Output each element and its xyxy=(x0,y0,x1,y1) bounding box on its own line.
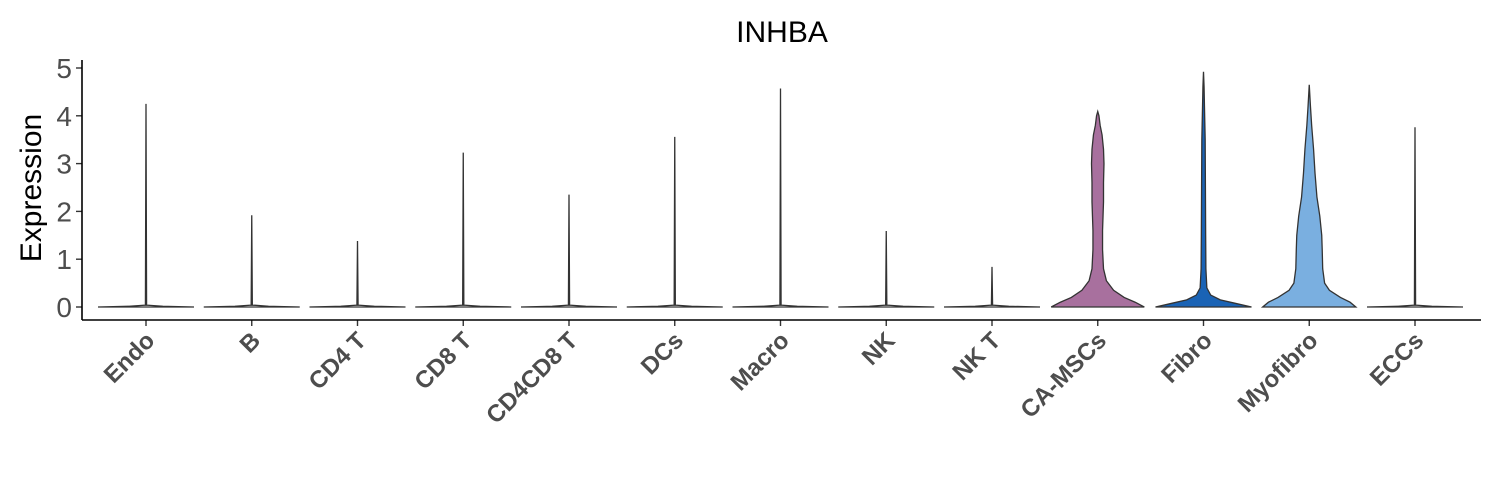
violins xyxy=(97,71,1464,308)
violin-body xyxy=(943,266,1041,308)
x-tick-label: DCs xyxy=(636,327,689,380)
violin-body xyxy=(626,136,723,308)
y-tick-label: 5 xyxy=(56,53,72,84)
x-axis-ticks: Endo B CD4 T CD8 T CD4CD8 T DCs Macro NK NK T CA-… xyxy=(99,320,1429,429)
x-tick-label: NK xyxy=(857,327,901,371)
violin-myofibro xyxy=(1260,84,1358,308)
y-axis-ticks: 0 1 2 3 4 5 xyxy=(56,53,82,323)
x-tick-label: NK T xyxy=(948,327,1007,386)
violin-endo xyxy=(97,103,195,308)
violin-b xyxy=(203,215,300,308)
x-tick-label: CD8 T xyxy=(409,327,477,395)
x-tick-label: Myofibro xyxy=(1233,327,1324,418)
violin-ca-mscs xyxy=(1050,109,1145,308)
violin-body xyxy=(97,103,195,308)
violin-body xyxy=(732,88,829,308)
violin-nk xyxy=(838,230,935,308)
violin-cd8-t xyxy=(415,152,512,308)
x-tick-label: B xyxy=(235,327,266,358)
violin-body xyxy=(1155,71,1252,308)
violin-macro xyxy=(732,88,829,308)
violin-dcs xyxy=(626,136,723,308)
violin-body xyxy=(1366,127,1464,308)
violin-cd4cd8-t xyxy=(520,194,618,308)
x-tick-label: Endo xyxy=(99,327,161,389)
x-tick-label: CD4 T xyxy=(304,327,372,395)
violin-body xyxy=(1260,84,1358,308)
violin-body xyxy=(1050,109,1145,308)
violin-nk-t xyxy=(943,266,1041,308)
violin-eccs xyxy=(1366,127,1464,308)
x-tick-label: CD4CD8 T xyxy=(481,327,583,429)
y-axis-label: Expression xyxy=(15,114,48,262)
y-tick-label: 3 xyxy=(56,149,72,180)
violin-fibro xyxy=(1155,71,1252,308)
violin-body xyxy=(838,230,935,308)
x-tick-label: CA-MSCs xyxy=(1016,327,1112,423)
x-tick-label: Macro xyxy=(726,327,795,396)
violin-body xyxy=(309,241,406,308)
violin-body xyxy=(415,152,512,308)
y-tick-label: 4 xyxy=(56,101,72,132)
violin-body xyxy=(520,194,618,308)
y-tick-label: 2 xyxy=(56,196,72,227)
x-tick-label: ECCs xyxy=(1365,327,1429,391)
chart-title: INHBA xyxy=(736,16,828,49)
y-tick-label: 1 xyxy=(56,244,72,275)
violin-body xyxy=(203,215,300,308)
y-tick-label: 0 xyxy=(56,292,72,323)
x-tick-label: Fibro xyxy=(1156,327,1218,389)
violin-cd4-t xyxy=(309,241,406,308)
